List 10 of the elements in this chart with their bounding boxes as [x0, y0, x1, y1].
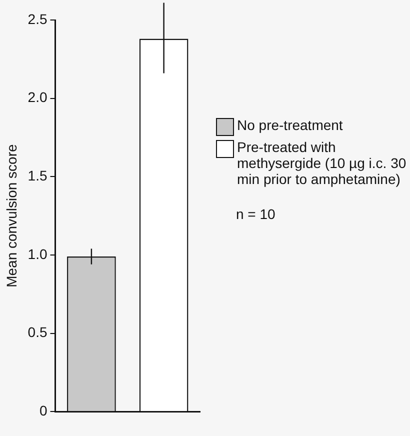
y-tick-label: 2.5 — [28, 10, 48, 27]
y-tick-label: 2.0 — [28, 89, 48, 106]
legend-label: Pre-treated with methysergide (10 µg i.c. 30 min prior to amphetamine) — [237, 138, 406, 187]
y-tick-label: 0 — [39, 402, 48, 418]
text: n = 10 — [236, 206, 276, 222]
y-tick-label: 1.0 — [28, 246, 48, 262]
y-tick-label: 1.5 — [28, 168, 48, 184]
y-axis-title: Mean convulsion score — [3, 144, 20, 288]
legend-label: No pre-treatment — [237, 116, 343, 133]
y-tick-label: 0.5 — [28, 324, 48, 340]
